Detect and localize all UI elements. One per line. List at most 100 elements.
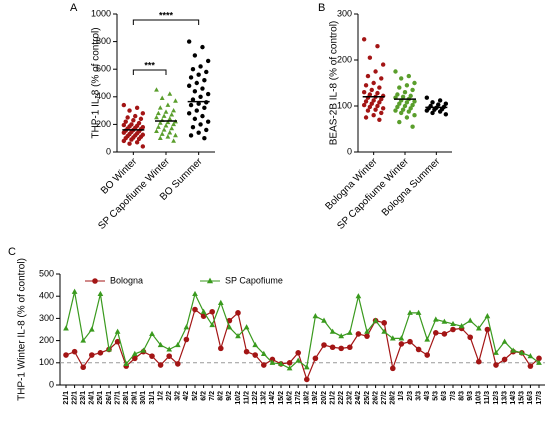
data-point [157, 362, 164, 368]
x-tick-label: 26/2 [372, 391, 379, 405]
legend-marker [206, 277, 214, 284]
data-point [269, 359, 276, 365]
data-point [183, 336, 190, 343]
data-point [476, 358, 482, 365]
data-point [157, 120, 163, 125]
data-point [205, 91, 211, 97]
data-point [133, 113, 138, 119]
data-point [437, 109, 443, 114]
data-point [406, 109, 411, 114]
data-point [377, 100, 382, 105]
data-point [363, 83, 369, 88]
significance-label: *** [144, 60, 155, 70]
data-point [371, 98, 376, 103]
data-point [393, 69, 398, 74]
data-point [437, 98, 443, 103]
data-point [196, 130, 201, 135]
data-point [367, 104, 373, 110]
data-point [450, 326, 456, 333]
data-point [198, 122, 203, 127]
data-point [131, 350, 138, 356]
data-point [407, 309, 413, 315]
data-point [127, 141, 132, 146]
x-tick-label: 1/2 [157, 391, 164, 401]
data-point [192, 306, 198, 313]
data-point [501, 338, 508, 344]
data-point [312, 355, 319, 362]
data-point [402, 90, 408, 95]
data-point [121, 130, 127, 135]
data-point [371, 80, 376, 86]
data-point [338, 333, 345, 339]
data-point [260, 350, 267, 356]
x-tick-label: 18/2 [304, 391, 311, 405]
data-point [149, 353, 155, 359]
data-point [493, 349, 499, 355]
data-point [200, 113, 205, 119]
x-tick-label: 9/3 [467, 391, 474, 401]
data-point [390, 365, 396, 372]
data-point [200, 308, 207, 314]
data-point [493, 362, 499, 368]
data-point [295, 350, 302, 356]
data-point [458, 323, 465, 329]
data-point [190, 124, 196, 130]
data-point [338, 345, 345, 352]
data-point [404, 83, 410, 88]
y-tick-label: 0 [106, 146, 111, 156]
data-point [443, 101, 449, 106]
data-point [192, 290, 198, 297]
data-point [410, 87, 415, 93]
data-point [186, 83, 192, 88]
data-point [355, 331, 362, 337]
data-point [346, 329, 353, 335]
x-tick-label: 5/3 [433, 391, 440, 401]
data-point [375, 90, 380, 96]
data-point [155, 110, 161, 116]
x-tick-label: 1/3 [398, 391, 405, 401]
panel-label: A [70, 2, 78, 14]
data-point [397, 101, 402, 106]
data-point [510, 347, 517, 353]
data-point [149, 330, 155, 337]
data-point [369, 87, 374, 93]
data-point [132, 355, 138, 362]
data-point [174, 341, 181, 348]
data-point [410, 102, 415, 108]
x-tick-label: 14/3 [510, 391, 517, 405]
data-point [303, 364, 310, 370]
data-point [157, 105, 163, 110]
data-point [379, 110, 384, 116]
data-point [200, 86, 205, 91]
data-point [407, 338, 413, 345]
x-tick-label: 27/1 [114, 391, 121, 405]
data-point [367, 92, 373, 97]
y-tick-label: 400 [39, 291, 54, 301]
data-point [364, 333, 370, 339]
data-point [410, 124, 415, 129]
data-point [377, 85, 382, 90]
data-point [361, 102, 367, 108]
data-point [398, 341, 405, 347]
data-point [397, 85, 402, 90]
data-point [89, 352, 95, 358]
data-point [433, 330, 439, 336]
data-point [400, 107, 406, 112]
significance-bracket [132, 19, 200, 25]
data-point [450, 320, 456, 327]
data-point [121, 122, 127, 128]
x-tick-label: 23/1 [80, 391, 87, 405]
y-axis-label: BEAS-2B IL-8 (% of control) [329, 21, 340, 146]
significance-bracket [132, 69, 167, 75]
y-tick-label: 600 [96, 64, 111, 74]
data-point [375, 44, 380, 49]
y-tick-label: 300 [337, 8, 352, 18]
data-point [243, 348, 250, 355]
data-point [134, 140, 140, 145]
x-tick-label: 7/3 [450, 391, 457, 401]
x-tick-label: 28/2 [390, 391, 397, 405]
data-point [173, 98, 178, 103]
y-tick-label: 200 [39, 335, 54, 345]
data-point [412, 99, 417, 104]
data-point [169, 125, 175, 131]
